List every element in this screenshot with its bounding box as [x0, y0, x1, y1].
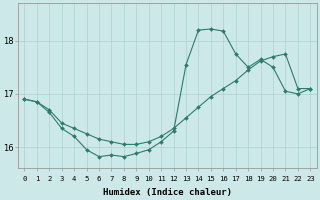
- X-axis label: Humidex (Indice chaleur): Humidex (Indice chaleur): [103, 188, 232, 197]
